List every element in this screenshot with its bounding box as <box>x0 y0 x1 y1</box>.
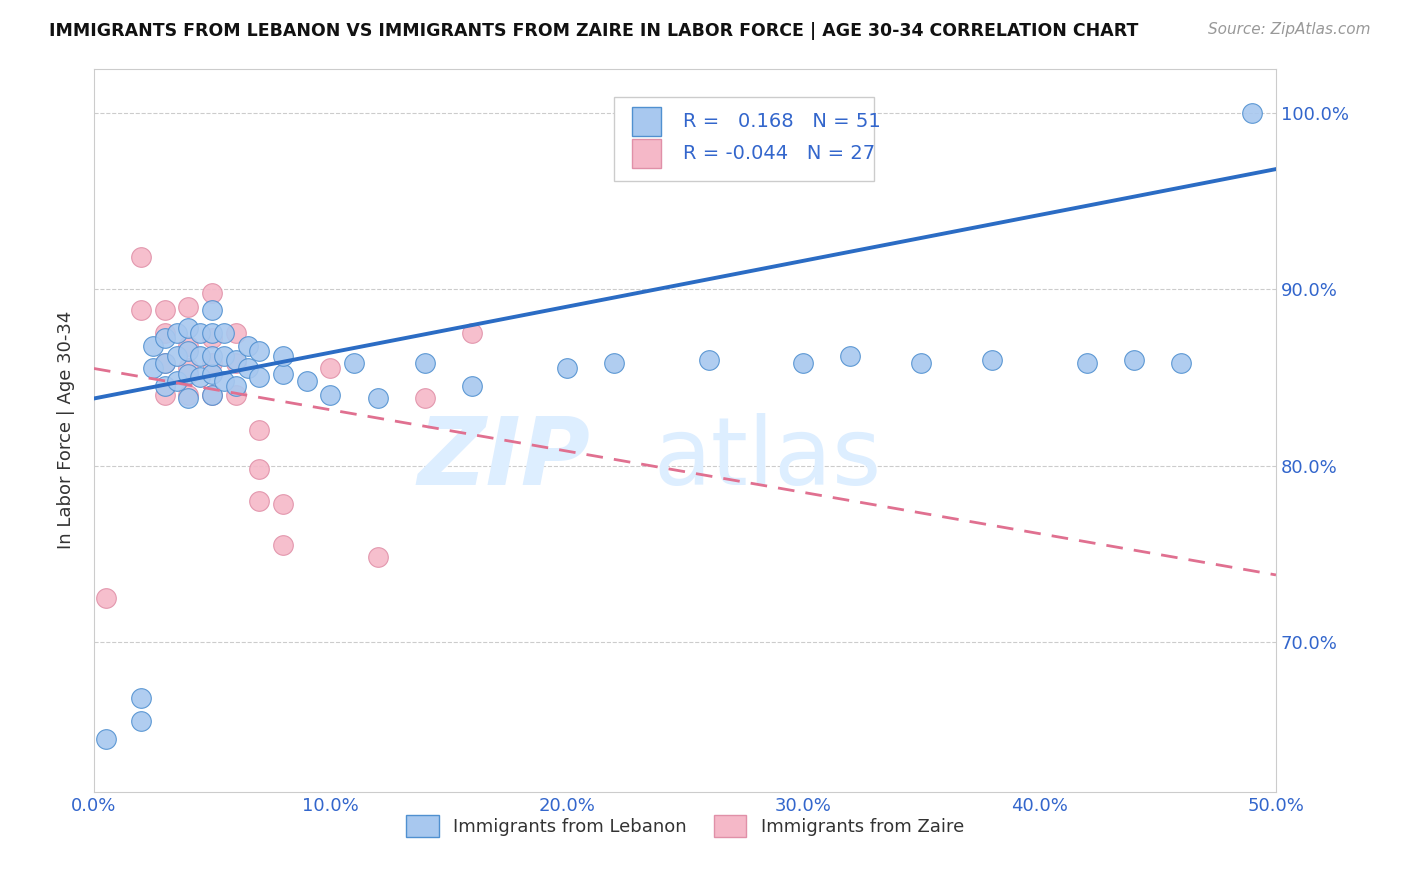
Point <box>129 691 152 706</box>
Point <box>201 356 224 370</box>
Text: Source: ZipAtlas.com: Source: ZipAtlas.com <box>1208 22 1371 37</box>
Point <box>249 343 271 358</box>
Point <box>153 388 176 402</box>
Point <box>201 349 224 363</box>
Point <box>225 379 247 393</box>
Point <box>212 326 235 341</box>
Point <box>271 538 294 552</box>
Text: atlas: atlas <box>654 413 882 505</box>
Point <box>188 349 211 363</box>
Point <box>188 326 211 341</box>
Point <box>555 361 578 376</box>
Point <box>166 349 188 363</box>
Point <box>177 367 200 381</box>
Point <box>153 356 176 370</box>
Point <box>153 356 176 370</box>
Point <box>249 493 271 508</box>
Point <box>177 343 200 358</box>
Point <box>177 321 200 335</box>
Point <box>94 732 117 747</box>
Text: R = -0.044   N = 27: R = -0.044 N = 27 <box>682 144 875 162</box>
FancyBboxPatch shape <box>614 97 875 181</box>
Point <box>129 250 152 264</box>
Point <box>225 352 247 367</box>
Bar <box>631 138 661 168</box>
Point <box>271 367 294 381</box>
Point <box>1241 105 1264 120</box>
Point <box>1170 356 1192 370</box>
Point <box>177 361 200 376</box>
Point <box>1076 356 1098 370</box>
Point <box>413 356 436 370</box>
Point <box>153 326 176 341</box>
Point <box>367 550 389 565</box>
Point <box>201 326 224 341</box>
Point <box>236 361 259 376</box>
Point <box>1123 352 1146 367</box>
Text: IMMIGRANTS FROM LEBANON VS IMMIGRANTS FROM ZAIRE IN LABOR FORCE | AGE 30-34 CORR: IMMIGRANTS FROM LEBANON VS IMMIGRANTS FR… <box>49 22 1139 40</box>
Point <box>319 388 342 402</box>
Point <box>212 349 235 363</box>
Point <box>249 370 271 384</box>
Point <box>94 591 117 605</box>
Point <box>201 285 224 300</box>
Point <box>142 338 165 352</box>
Point <box>271 349 294 363</box>
Point <box>201 367 224 381</box>
Point <box>153 331 176 345</box>
Point <box>177 338 200 352</box>
Point <box>981 352 1004 367</box>
Point <box>166 326 188 341</box>
Point <box>212 374 235 388</box>
Point <box>142 361 165 376</box>
Y-axis label: In Labor Force | Age 30-34: In Labor Force | Age 30-34 <box>58 311 75 549</box>
Text: R =   0.168   N = 51: R = 0.168 N = 51 <box>682 112 880 131</box>
Point <box>461 326 484 341</box>
Point <box>236 338 259 352</box>
Point <box>177 388 200 402</box>
Point <box>792 356 814 370</box>
Point <box>177 300 200 314</box>
Point <box>153 303 176 318</box>
Point <box>249 423 271 437</box>
Point <box>201 388 224 402</box>
Legend: Immigrants from Lebanon, Immigrants from Zaire: Immigrants from Lebanon, Immigrants from… <box>399 808 972 845</box>
Point <box>166 374 188 388</box>
Point <box>603 356 626 370</box>
Point <box>201 388 224 402</box>
Bar <box>631 107 661 136</box>
Point <box>129 303 152 318</box>
Point <box>129 714 152 729</box>
Point <box>201 303 224 318</box>
Point <box>697 352 720 367</box>
Point <box>343 356 366 370</box>
Point <box>225 326 247 341</box>
Text: ZIP: ZIP <box>418 413 591 505</box>
Point <box>153 379 176 393</box>
Point <box>413 392 436 406</box>
Point <box>461 379 484 393</box>
Point <box>225 356 247 370</box>
Point <box>225 388 247 402</box>
Point <box>910 356 932 370</box>
Point <box>177 392 200 406</box>
Point <box>201 331 224 345</box>
Point <box>188 370 211 384</box>
Point <box>271 497 294 511</box>
Point <box>249 462 271 476</box>
Point <box>839 349 862 363</box>
Point <box>367 392 389 406</box>
Point <box>295 374 318 388</box>
Point <box>319 361 342 376</box>
